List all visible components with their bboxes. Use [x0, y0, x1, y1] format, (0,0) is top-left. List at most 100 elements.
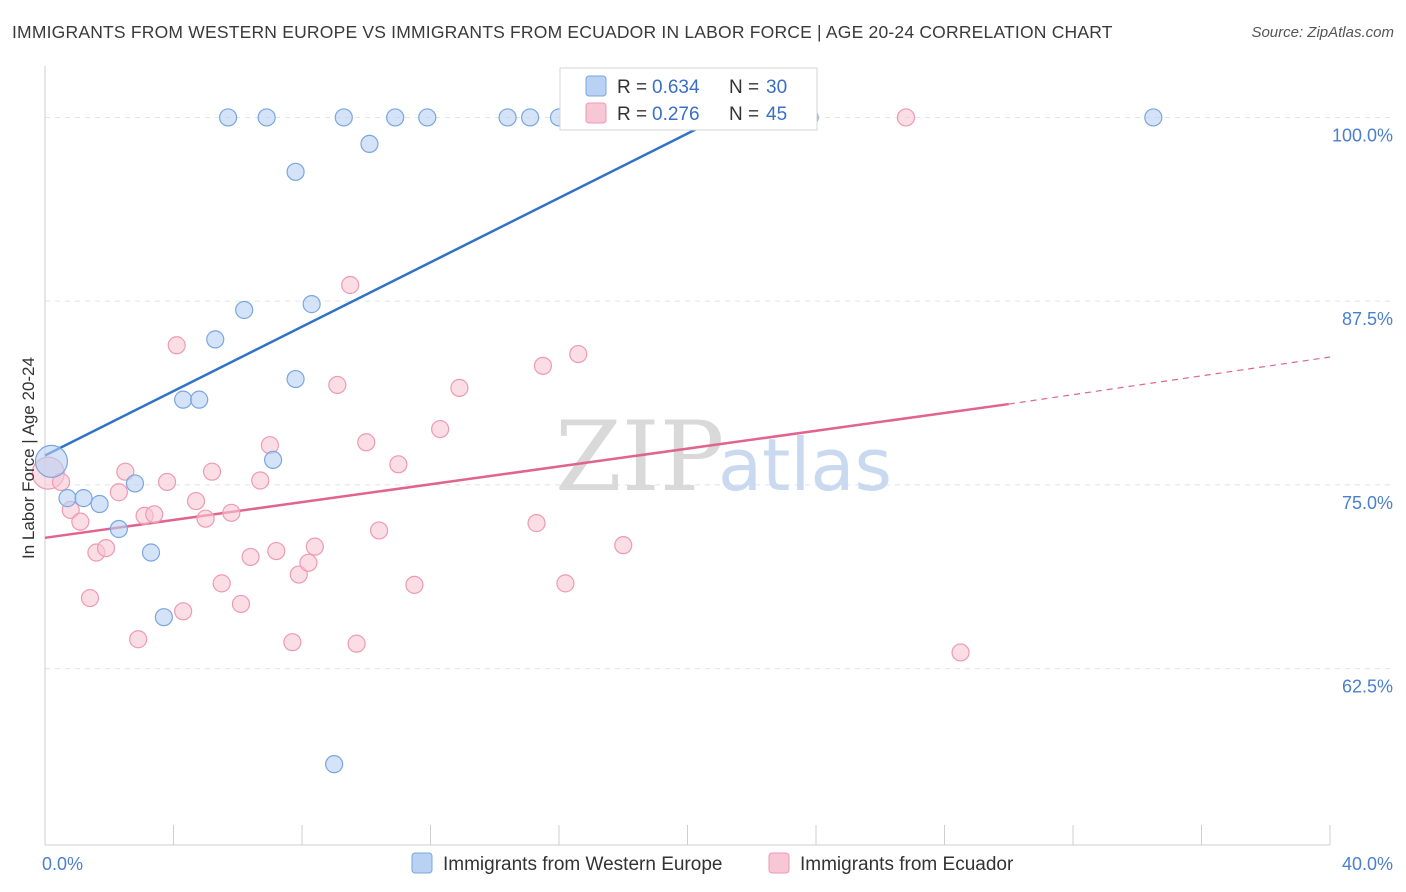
point-ecuador-39: [533, 356, 553, 375]
watermark: ZIP atlas: [555, 401, 892, 513]
point-western-europe-23: [498, 108, 517, 127]
watermark-zip: ZIP: [555, 401, 724, 513]
point-ecuador-3: [71, 512, 90, 531]
point-western-europe-15: [325, 755, 344, 774]
point-ecuador-34: [389, 455, 408, 474]
point-western-europe-9: [190, 390, 209, 409]
point-ecuador-7: [109, 483, 128, 502]
point-western-europe-13: [286, 369, 305, 389]
point-western-europe-0: [34, 444, 69, 478]
point-ecuador-15: [186, 491, 206, 511]
point-western-europe-21: [386, 108, 405, 127]
y-tick-label-1: 87.5%: [1342, 309, 1393, 329]
point-ecuador-11: [145, 505, 164, 524]
bottom-legend-label-pink: Immigrants from Ecuador: [800, 854, 1014, 875]
point-ecuador-31: [347, 634, 366, 653]
point-western-europe-2: [74, 489, 93, 508]
legend: R = 0.634 N = 30 R = 0.276 N = 45: [559, 67, 818, 131]
point-ecuador-17: [202, 462, 222, 481]
point-western-europe-20: [360, 134, 379, 153]
point-western-europe-19: [334, 108, 353, 127]
point-ecuador-25: [283, 633, 302, 652]
point-ecuador-9: [129, 630, 148, 649]
point-ecuador-16: [196, 509, 215, 528]
point-western-europe-8: [174, 390, 193, 409]
chart-title: IMMIGRANTS FROM WESTERN EUROPE VS IMMIGR…: [12, 22, 1113, 42]
point-western-europe-22: [418, 108, 437, 127]
point-ecuador-21: [241, 547, 260, 567]
y-tick-label-2: 75.0%: [1342, 493, 1393, 513]
point-ecuador-18: [212, 574, 231, 593]
bottom-legend-swatch-pink: [768, 852, 790, 874]
y-tick-label-0: 100.0%: [1332, 125, 1393, 145]
point-western-europe-29: [1144, 108, 1163, 127]
point-ecuador-24: [267, 541, 286, 561]
point-ecuador-22: [251, 471, 270, 490]
point-ecuador-32: [357, 433, 376, 452]
trendline-western-europe: [44, 116, 721, 457]
y-tick-labels: 100.0% 87.5% 75.0% 62.5%: [1332, 125, 1393, 696]
bottom-legend-label-blue: Immigrants from Western Europe: [443, 854, 722, 875]
point-western-europe-6: [141, 543, 161, 562]
point-ecuador-40: [556, 574, 575, 593]
point-western-europe-7: [154, 608, 173, 627]
point-ecuador-13: [167, 336, 186, 355]
point-ecuador-41: [569, 344, 588, 364]
point-ecuador-43: [896, 108, 916, 127]
point-ecuador-14: [174, 602, 193, 621]
x-tick-labels: 0.0% 40.0%: [42, 854, 1393, 874]
legend-n-label-pink: N =: [729, 104, 759, 125]
point-western-europe-24: [520, 108, 540, 127]
gridlines: [45, 116, 1393, 670]
y-axis-label: In Labor Force | Age 20-24: [19, 357, 38, 559]
point-ecuador-19: [222, 503, 241, 522]
legend-r-value-pink: 0.276: [652, 104, 700, 125]
point-ecuador-38: [527, 514, 546, 533]
point-western-europe-17: [257, 108, 276, 127]
y-tick-label-3: 62.5%: [1342, 677, 1393, 697]
point-western-europe-1: [58, 489, 77, 508]
watermark-atlas: atlas: [718, 423, 892, 507]
point-ecuador-33: [370, 521, 389, 540]
x-tick-label-0: 0.0%: [42, 854, 83, 874]
point-ecuador-37: [450, 378, 469, 397]
legend-swatch-blue: [585, 75, 607, 97]
data-points: [31, 108, 1163, 774]
bottom-legend: Immigrants from Western Europe Immigrant…: [411, 852, 1014, 875]
point-ecuador-8: [116, 462, 135, 481]
point-western-europe-12: [263, 450, 283, 470]
point-ecuador-20: [231, 594, 251, 614]
point-western-europe-10: [206, 330, 225, 349]
point-western-europe-4: [109, 519, 128, 539]
legend-n-value-blue: 30: [766, 77, 787, 98]
point-ecuador-27: [299, 553, 318, 572]
legend-n-value-pink: 45: [766, 104, 787, 125]
point-ecuador-6: [96, 538, 116, 558]
legend-r-label-blue: R =: [617, 77, 647, 98]
point-ecuador-29: [328, 375, 347, 395]
x-tick-label-1: 40.0%: [1342, 854, 1393, 874]
point-ecuador-23: [260, 436, 279, 455]
chart-source: Source: ZipAtlas.com: [1251, 24, 1394, 41]
point-western-europe-14: [302, 295, 321, 314]
legend-swatch-pink: [585, 102, 607, 124]
bottom-legend-swatch-blue: [411, 852, 433, 874]
point-ecuador-44: [951, 643, 970, 662]
point-ecuador-26: [289, 565, 308, 584]
point-ecuador-28: [305, 537, 324, 556]
point-ecuador-36: [431, 419, 450, 439]
point-western-europe-3: [90, 494, 109, 514]
point-ecuador-42: [614, 536, 633, 555]
point-ecuador-30: [341, 275, 360, 295]
point-western-europe-5: [125, 474, 145, 493]
legend-r-value-blue: 0.634: [652, 77, 700, 98]
point-western-europe-11: [235, 300, 254, 320]
legend-n-label-blue: N =: [729, 77, 759, 98]
legend-r-label-pink: R =: [617, 104, 647, 125]
point-western-europe-18: [286, 162, 305, 181]
point-western-europe-16: [219, 108, 238, 127]
point-ecuador-35: [405, 575, 424, 594]
point-ecuador-12: [157, 472, 177, 492]
point-ecuador-4: [80, 588, 100, 608]
